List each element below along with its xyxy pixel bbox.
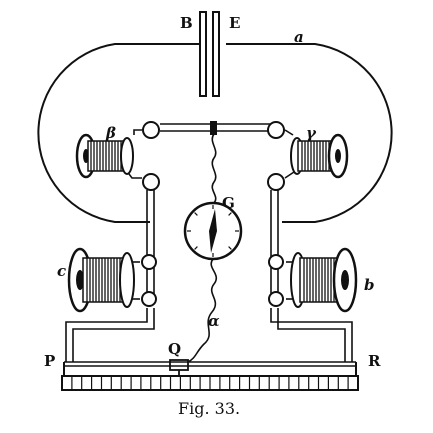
terminal-low-left-2 <box>141 291 157 307</box>
terminal-low-left-1 <box>141 254 157 270</box>
label-coil-beta: β <box>105 124 116 142</box>
label-plate-b: B <box>180 14 193 32</box>
label-terminal-p: P <box>44 352 55 370</box>
plate-b <box>199 11 207 97</box>
terminal-mid-left <box>142 173 160 191</box>
label-slider-q: Q <box>168 340 181 358</box>
coil-upper-left <box>75 133 134 179</box>
top-bar-clamp <box>210 121 217 135</box>
coil-lower-left <box>67 247 135 313</box>
label-galvanometer: G <box>222 194 235 212</box>
capacitor-plates <box>199 11 220 97</box>
label-outer-wire: a <box>294 28 304 46</box>
label-coil-b: b <box>364 276 375 294</box>
terminal-mid-right <box>267 173 285 191</box>
label-plate-e: E <box>229 14 240 32</box>
scale-ticks <box>71 376 349 390</box>
bridge-wire-and-scale <box>61 361 359 391</box>
galvanometer-needle <box>209 209 217 253</box>
outer-loop-wire <box>37 43 393 223</box>
terminal-top-left <box>142 121 160 139</box>
plate-e <box>212 11 220 97</box>
terminals <box>141 121 285 307</box>
terminal-top-right <box>267 121 285 139</box>
label-coil-gamma: γ <box>306 124 317 142</box>
terminal-low-right-2 <box>268 291 284 307</box>
terminal-low-right-1 <box>268 254 284 270</box>
label-terminal-r: R <box>368 352 381 370</box>
flexible-wire <box>187 133 218 363</box>
label-coil-c: c <box>57 262 66 280</box>
figure-caption: Fig. 33. <box>178 399 240 418</box>
galvanometer <box>183 201 243 261</box>
coil-upper-right <box>290 133 349 179</box>
coil-lower-right <box>290 247 358 313</box>
label-flexible-wire: α <box>208 312 220 330</box>
